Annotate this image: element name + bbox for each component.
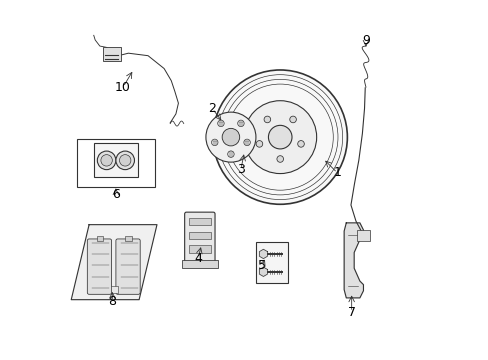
Text: 6: 6 [112, 188, 120, 201]
Circle shape [119, 155, 131, 166]
Bar [182, 260, 218, 268]
Polygon shape [71, 225, 157, 300]
FancyBboxPatch shape [87, 239, 111, 294]
Text: 4: 4 [194, 252, 202, 265]
Text: 3: 3 [237, 163, 244, 176]
Bar [93, 143, 138, 177]
Circle shape [244, 139, 250, 146]
Bar [188, 218, 210, 225]
Bar [188, 232, 210, 239]
Circle shape [205, 112, 255, 162]
Bar [102, 48, 121, 61]
Bar [188, 246, 210, 252]
Circle shape [227, 151, 234, 157]
Text: 9: 9 [361, 34, 369, 47]
Bar [125, 236, 131, 241]
Circle shape [217, 120, 224, 127]
Circle shape [211, 139, 218, 146]
Text: 10: 10 [115, 81, 131, 94]
Polygon shape [259, 267, 267, 276]
Bar [256, 242, 288, 283]
FancyBboxPatch shape [116, 239, 140, 294]
Polygon shape [259, 249, 267, 258]
Circle shape [256, 141, 262, 147]
Text: 2: 2 [208, 102, 216, 115]
Bar [110, 286, 118, 293]
Polygon shape [344, 223, 363, 298]
Circle shape [268, 125, 291, 149]
Circle shape [237, 120, 244, 127]
Bar [356, 230, 369, 241]
Circle shape [213, 70, 346, 204]
Text: 8: 8 [108, 295, 116, 308]
Circle shape [244, 101, 316, 174]
Circle shape [264, 116, 270, 123]
Circle shape [289, 116, 296, 123]
Circle shape [222, 129, 239, 146]
Circle shape [297, 141, 304, 147]
FancyBboxPatch shape [184, 212, 215, 262]
Circle shape [276, 156, 283, 162]
Bar [97, 236, 103, 241]
Text: 1: 1 [333, 166, 341, 179]
Circle shape [97, 151, 116, 170]
Bar [77, 139, 155, 187]
Text: 5: 5 [258, 259, 266, 272]
Text: 7: 7 [347, 306, 355, 319]
Circle shape [116, 151, 134, 170]
Circle shape [101, 155, 112, 166]
